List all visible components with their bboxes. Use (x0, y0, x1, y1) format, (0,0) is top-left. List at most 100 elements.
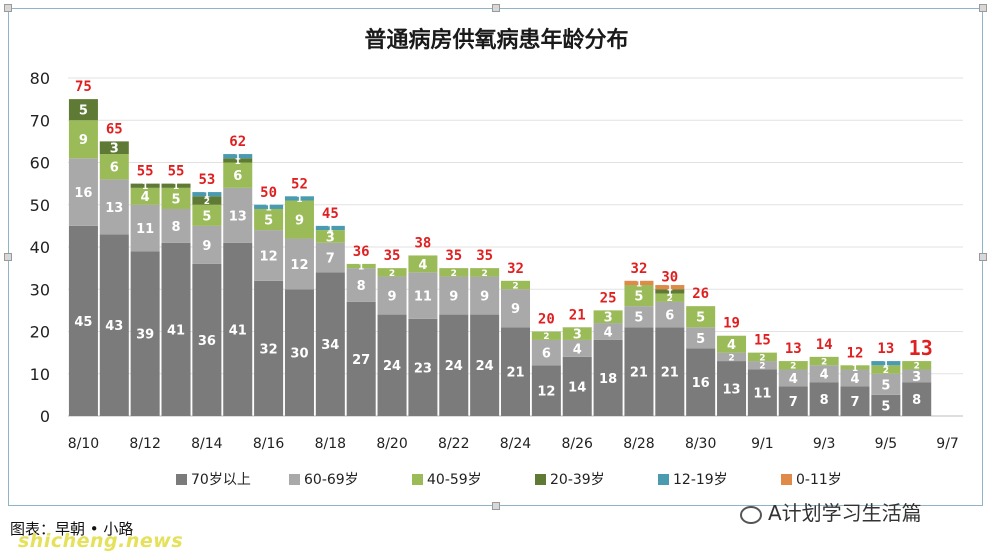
legend-label: 60-69岁 (304, 472, 359, 488)
bar-segment (809, 382, 839, 416)
x-tick-label: 8/24 (500, 436, 532, 452)
segment-label: 6 (665, 309, 674, 324)
total-label: 13 (785, 341, 802, 357)
bar-segment (377, 314, 407, 416)
segment-label: 9 (79, 133, 88, 148)
segment-label: 9 (449, 290, 458, 305)
bar-segment (161, 208, 191, 243)
segment-label: 1 (142, 182, 148, 192)
bar-segment (315, 230, 345, 243)
bar-segment (315, 242, 345, 273)
x-tick-label: 8/28 (623, 436, 654, 452)
bar-segment (130, 204, 160, 252)
bar-segment (840, 386, 870, 416)
segment-label: 1 (636, 279, 642, 289)
legend-swatch (412, 474, 423, 485)
x-tick-label: 9/5 (875, 436, 898, 452)
bar-segment (315, 225, 345, 231)
segment-label: 2 (389, 269, 395, 279)
segment-label: 27 (352, 353, 370, 368)
wechat-icon (740, 505, 762, 524)
bar-segment (161, 183, 191, 188)
segment-label: 2 (728, 353, 734, 363)
total-label: 25 (600, 290, 617, 306)
segment-label: 1 (204, 191, 210, 201)
bar-segment (130, 183, 160, 188)
resize-handle-middle-left[interactable] (4, 253, 12, 261)
y-tick-label: 80 (30, 69, 50, 88)
bar-segment (439, 314, 469, 416)
segment-label: 45 (74, 315, 92, 330)
bar-segment (99, 154, 129, 180)
bar-segment (284, 200, 314, 239)
legend-swatch (535, 474, 546, 485)
bar-segment (408, 255, 438, 273)
segment-label: 2 (759, 362, 765, 372)
resize-handle-bottom-center[interactable] (492, 502, 500, 510)
segment-label: 4 (789, 372, 798, 387)
segment-label: 2 (759, 353, 765, 363)
segment-label: 7 (789, 395, 798, 410)
total-label: 35 (445, 248, 462, 264)
segment-label: 21 (661, 366, 679, 381)
bar-segment (778, 369, 808, 387)
segment-label: 24 (476, 359, 494, 374)
total-label: 14 (816, 337, 833, 353)
segment-label: 1 (235, 153, 241, 163)
bar-segment (130, 187, 160, 205)
bar-segment (377, 276, 407, 315)
x-tick-label: 8/20 (376, 436, 407, 452)
total-label: 13 (909, 336, 933, 360)
resize-handle-top-left[interactable] (4, 4, 12, 12)
bar-segment (871, 361, 901, 366)
bar-segment (254, 204, 284, 209)
total-label: 35 (476, 248, 493, 264)
segment-label: 3 (110, 142, 119, 157)
bar-segment (99, 234, 129, 416)
segment-label: 4 (573, 342, 582, 357)
bar-segment (192, 263, 222, 416)
bar-segment (68, 158, 98, 226)
segment-label: 5 (264, 213, 273, 228)
segment-label: 1 (235, 157, 241, 167)
segment-label: 4 (604, 325, 613, 340)
y-tick-label: 20 (30, 323, 50, 342)
total-label: 65 (106, 121, 123, 137)
credit-label: 图表： (10, 520, 56, 538)
bar-segment (747, 369, 777, 416)
segment-label: 9 (511, 302, 520, 317)
segment-label: 2 (883, 366, 889, 376)
total-label: 62 (229, 134, 246, 150)
segment-label: 2 (204, 197, 210, 207)
segment-label: 2 (790, 362, 796, 372)
segment-label: 18 (599, 372, 617, 387)
segment-label: 34 (321, 338, 339, 353)
bar-segment (254, 230, 284, 281)
bar-segment (562, 356, 592, 416)
y-tick-label: 30 (30, 280, 50, 299)
bar-segment (747, 361, 777, 370)
segment-label: 11 (136, 222, 154, 237)
segment-label: 43 (105, 319, 123, 334)
bar-segment (624, 285, 654, 307)
segment-label: 11 (414, 290, 432, 305)
bar-segment (470, 268, 500, 277)
resize-handle-top-center[interactable] (492, 4, 500, 12)
x-tick-label: 9/3 (813, 436, 836, 452)
bar-segment (254, 208, 284, 231)
bar-segment (470, 276, 500, 315)
y-tick-label: 40 (30, 238, 50, 257)
bar-segment (223, 242, 253, 416)
segment-label: 39 (136, 328, 154, 343)
bar-segment (624, 306, 654, 328)
segment-label: 2 (451, 269, 457, 279)
resize-handle-middle-right[interactable] (979, 253, 987, 261)
segment-label: 1 (667, 284, 673, 294)
bar-segment (840, 365, 870, 370)
total-label: 52 (291, 176, 308, 192)
segment-label: 41 (167, 323, 185, 338)
resize-handle-top-right[interactable] (979, 4, 987, 12)
segment-label: 5 (696, 311, 705, 326)
total-label: 15 (754, 333, 771, 349)
total-label: 21 (569, 307, 586, 323)
